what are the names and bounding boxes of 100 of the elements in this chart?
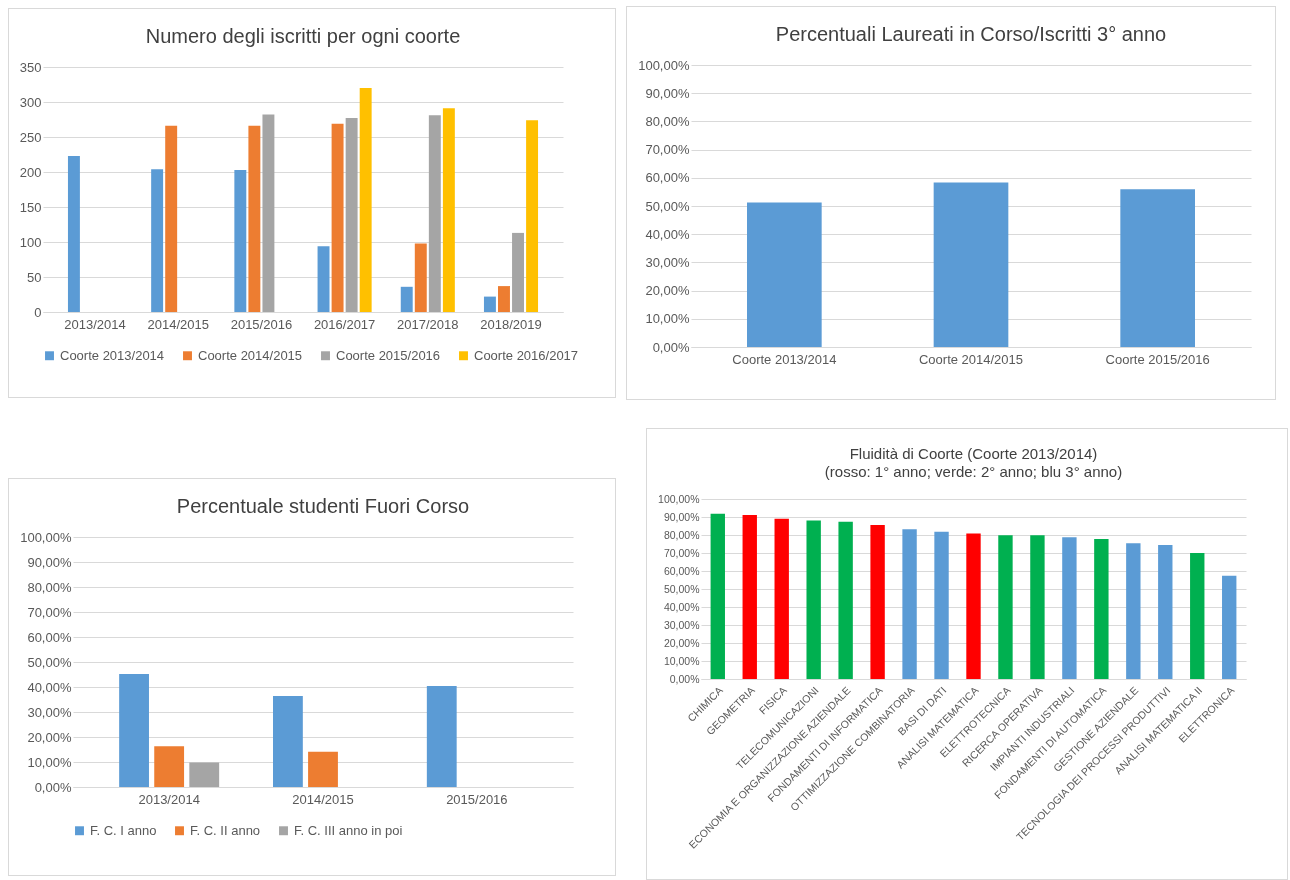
bar (742, 515, 757, 679)
bar (426, 686, 457, 787)
y-tick-label: 30,00% (645, 254, 690, 270)
y-tick-label: 200 (19, 164, 42, 180)
y-tick-label: 30,00% (663, 618, 700, 631)
chart-title: Percentuale studenti Fuori Corso (176, 495, 470, 517)
y-tick-label: 90,00% (663, 510, 700, 523)
legend-label: Coorte 2016/2017 (474, 347, 579, 363)
x-tick-label: 2013/2014 (64, 316, 126, 332)
bar (774, 518, 789, 679)
bar (806, 520, 821, 679)
y-tick-label: 0,00% (669, 672, 700, 685)
bar (67, 155, 80, 312)
bar (1126, 543, 1141, 679)
bar (1222, 575, 1237, 679)
x-tick-label: 2013/2014 (138, 791, 200, 807)
bar (234, 169, 247, 312)
y-tick-label: 250 (19, 129, 42, 145)
y-tick-label: 70,00% (27, 604, 72, 620)
bar (442, 108, 455, 312)
y-tick-label: 100 (19, 234, 42, 250)
y-tick-label: 300 (19, 94, 42, 110)
bar (710, 513, 725, 679)
y-tick-label: 10,00% (27, 754, 72, 770)
x-tick-label: Coorte 2013/2014 (732, 351, 837, 367)
y-tick-label: 50,00% (663, 582, 700, 595)
bar (483, 296, 496, 312)
x-tick-label: 2016/2017 (313, 316, 376, 332)
y-tick-label: 70,00% (663, 546, 700, 559)
y-tick-label: 60,00% (663, 564, 700, 577)
bar (498, 286, 510, 312)
y-tick-label: 60,00% (27, 629, 72, 645)
y-tick-label: 150 (19, 199, 42, 215)
bar (1094, 538, 1109, 679)
y-tick-label: 60,00% (645, 170, 690, 186)
y-tick-label: 0,00% (34, 779, 72, 795)
legend-label: F. C. III anno in poi (294, 822, 403, 838)
x-tick-label: 2015/2016 (446, 791, 508, 807)
y-tick-label: 100,00% (658, 492, 700, 505)
bar (331, 123, 344, 312)
bar (428, 115, 441, 312)
x-tick-label: 2015/2016 (230, 316, 293, 332)
bar (1158, 545, 1173, 679)
bar (902, 529, 917, 679)
y-tick-label: 20,00% (663, 636, 700, 649)
legend-label: F. C. II anno (190, 822, 261, 838)
bar (838, 521, 853, 679)
x-tick-label: 2014/2015 (292, 791, 354, 807)
bar (189, 762, 220, 787)
y-tick-label: 10,00% (663, 654, 700, 667)
legend-label: F. C. I anno (90, 822, 157, 838)
chart-title: Percentuali Laureati in Corso/Iscritti 3° anno (775, 23, 1167, 45)
y-tick-label: 20,00% (27, 729, 72, 745)
y-tick-label: 10,00% (645, 311, 690, 327)
y-tick-label: 350 (19, 59, 42, 75)
y-tick-label: 0 (34, 304, 42, 320)
x-tick-label: Coorte 2014/2015 (918, 351, 1024, 367)
bar (747, 202, 822, 347)
y-tick-label: 50,00% (27, 654, 72, 670)
bar (933, 182, 1009, 347)
y-tick-label: 100,00% (638, 57, 690, 73)
bar (998, 535, 1013, 679)
x-tick-label: Coorte 2015/2016 (1105, 351, 1210, 367)
bar (154, 746, 185, 787)
x-tick-label: 2017/2018 (397, 316, 459, 332)
bar (414, 243, 427, 312)
bar (308, 751, 338, 787)
y-tick-label: 80,00% (27, 579, 72, 595)
bar (1030, 535, 1045, 679)
y-tick-label: 20,00% (645, 283, 690, 299)
bar (966, 533, 981, 679)
bar (248, 125, 261, 312)
bar (262, 114, 275, 312)
bar (400, 286, 413, 312)
y-tick-label: 80,00% (663, 528, 700, 541)
bar (273, 696, 303, 787)
x-tick-label: 2014/2015 (147, 316, 209, 332)
y-tick-label: 50 (27, 269, 42, 285)
y-tick-label: 40,00% (645, 226, 690, 242)
bar (359, 88, 372, 312)
bar (345, 118, 358, 312)
y-tick-label: 70,00% (645, 142, 690, 158)
y-tick-label: 40,00% (663, 600, 700, 613)
y-tick-label: 100,00% (20, 529, 72, 545)
bar (526, 120, 539, 312)
bar (934, 531, 949, 679)
bar (165, 125, 178, 312)
chart-title: Fluidità di Coorte (Coorte 2013/2014) (849, 445, 1098, 462)
chart-subtitle: (rosso: 1° anno; verde: 2° anno; blu 3° anno) (824, 463, 1123, 480)
bar (1120, 189, 1195, 347)
chart-title: Numero degli iscritti per ogni coorte (145, 25, 461, 47)
bar (1062, 537, 1077, 679)
bar (317, 246, 330, 312)
bar (119, 674, 149, 787)
bar (512, 232, 524, 312)
y-tick-label: 30,00% (27, 704, 72, 720)
y-tick-label: 80,00% (645, 113, 690, 129)
y-tick-label: 50,00% (645, 198, 690, 214)
y-tick-label: 40,00% (27, 679, 72, 695)
bar (1190, 553, 1205, 679)
